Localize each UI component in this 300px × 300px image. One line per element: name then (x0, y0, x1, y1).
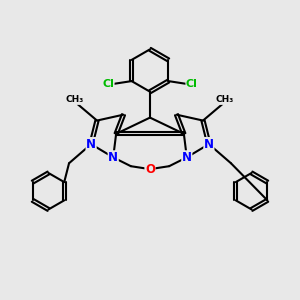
Text: Cl: Cl (186, 79, 198, 89)
Text: O: O (145, 163, 155, 176)
Text: N: N (182, 151, 192, 164)
Text: N: N (86, 138, 96, 151)
Text: CH₃: CH₃ (216, 95, 234, 104)
Text: Cl: Cl (102, 79, 114, 89)
Text: CH₃: CH₃ (66, 95, 84, 104)
Text: N: N (108, 151, 118, 164)
Text: N: N (204, 138, 214, 151)
